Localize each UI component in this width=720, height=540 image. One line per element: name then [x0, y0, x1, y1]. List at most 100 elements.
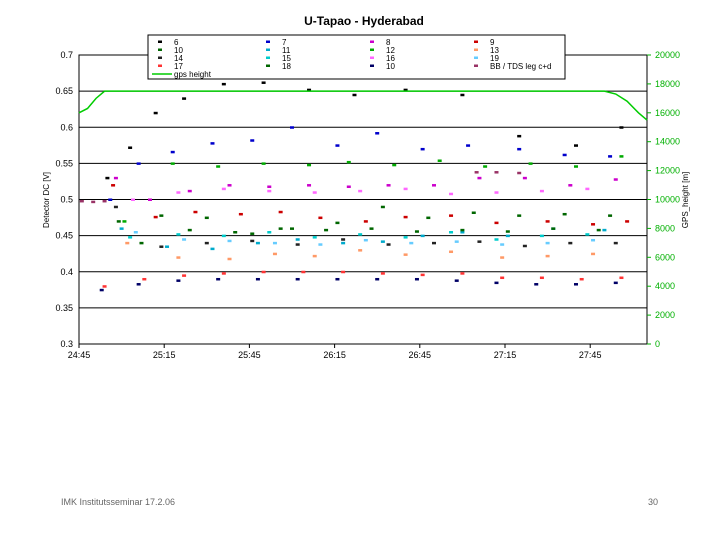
data-point	[187, 228, 192, 232]
data-point	[122, 220, 127, 223]
legend-label: 12	[386, 46, 395, 55]
y2-tick-label: 20000	[655, 50, 680, 60]
data-point	[204, 216, 209, 220]
data-point	[352, 93, 357, 97]
data-point	[170, 150, 175, 154]
data-point	[380, 205, 385, 209]
data-point	[494, 191, 499, 194]
data-point	[420, 147, 425, 151]
legend-swatch	[266, 48, 270, 51]
data-point	[113, 205, 118, 209]
data-point	[426, 216, 431, 220]
data-point	[386, 184, 391, 187]
data-point	[312, 236, 317, 239]
legend-label: 6	[174, 38, 179, 47]
data-point	[477, 240, 482, 243]
legend-label: 7	[282, 38, 287, 47]
data-point	[619, 155, 624, 158]
x-tick-label: 26:15	[323, 350, 346, 360]
data-point	[522, 244, 527, 248]
data-point	[562, 153, 567, 157]
data-point	[128, 146, 133, 149]
data-point	[102, 285, 107, 288]
data-point	[432, 184, 436, 187]
y-tick-label: 0.7	[60, 50, 73, 60]
data-point	[295, 238, 300, 241]
data-point	[148, 198, 152, 201]
data-point	[545, 220, 550, 223]
data-point	[500, 256, 505, 259]
legend-label: BB / TDS leg c+d	[490, 62, 551, 71]
data-point	[136, 283, 141, 286]
data-point	[474, 171, 479, 174]
series-line-gps-height	[78, 90, 648, 121]
data-point	[261, 81, 266, 84]
y2-tick-label: 18000	[655, 79, 680, 89]
x-tick-label: 27:15	[494, 350, 517, 360]
data-point	[307, 163, 312, 167]
legend-swatch	[474, 56, 478, 59]
x-tick-label: 25:15	[153, 350, 176, 360]
data-point	[602, 228, 607, 232]
data-point	[312, 254, 317, 258]
legend-swatch	[474, 40, 478, 43]
data-point	[128, 236, 133, 239]
y2-tick-label: 16000	[655, 108, 680, 118]
legend-box	[147, 34, 566, 80]
data-point	[341, 238, 346, 241]
legend-label: 10	[174, 46, 183, 55]
y-tick-label: 0.6	[60, 122, 73, 132]
data-point	[494, 238, 499, 241]
data-point	[272, 241, 277, 245]
data-point	[153, 215, 158, 219]
data-point	[375, 132, 380, 135]
y-tick-label: 0.4	[60, 267, 73, 277]
legend-label: 17	[174, 62, 183, 71]
legend-swatch	[266, 40, 270, 43]
data-point	[460, 228, 465, 232]
data-point	[460, 272, 465, 275]
y2-tick-label: 10000	[655, 195, 680, 205]
data-point	[255, 241, 260, 245]
data-point	[176, 279, 181, 282]
data-point	[250, 139, 255, 142]
data-point	[619, 276, 624, 280]
data-point	[267, 185, 272, 188]
data-point	[420, 273, 425, 277]
data-point	[414, 277, 419, 281]
data-point	[409, 241, 414, 245]
legend-swatch	[266, 56, 270, 59]
data-point	[99, 288, 104, 292]
data-point	[335, 221, 340, 225]
data-point	[341, 241, 346, 245]
data-point	[136, 162, 141, 165]
data-point	[483, 165, 488, 168]
data-point	[505, 234, 510, 238]
legend-label: 9	[490, 38, 495, 47]
data-point	[539, 189, 544, 193]
data-point	[363, 220, 368, 223]
data-point	[591, 223, 596, 226]
data-point	[227, 239, 232, 243]
data-point	[403, 88, 408, 92]
data-point	[454, 279, 459, 282]
data-point	[113, 176, 118, 180]
y-tick-label: 0.55	[55, 158, 73, 168]
x-tick-label: 26:45	[409, 350, 432, 360]
legend-swatch	[158, 56, 162, 59]
y-tick-label: 0.45	[55, 231, 73, 241]
data-point	[116, 220, 121, 223]
data-point	[534, 283, 539, 286]
data-point	[358, 233, 363, 236]
data-point	[420, 234, 425, 238]
data-point	[182, 238, 187, 241]
legend-label: 16	[386, 54, 395, 63]
data-point	[613, 241, 618, 245]
data-point	[596, 228, 601, 232]
data-point	[324, 228, 329, 232]
data-point	[139, 241, 144, 245]
data-point	[278, 227, 283, 230]
legend-swatch	[370, 48, 374, 51]
y2-axis-label: GPS_height [m]	[681, 172, 690, 228]
